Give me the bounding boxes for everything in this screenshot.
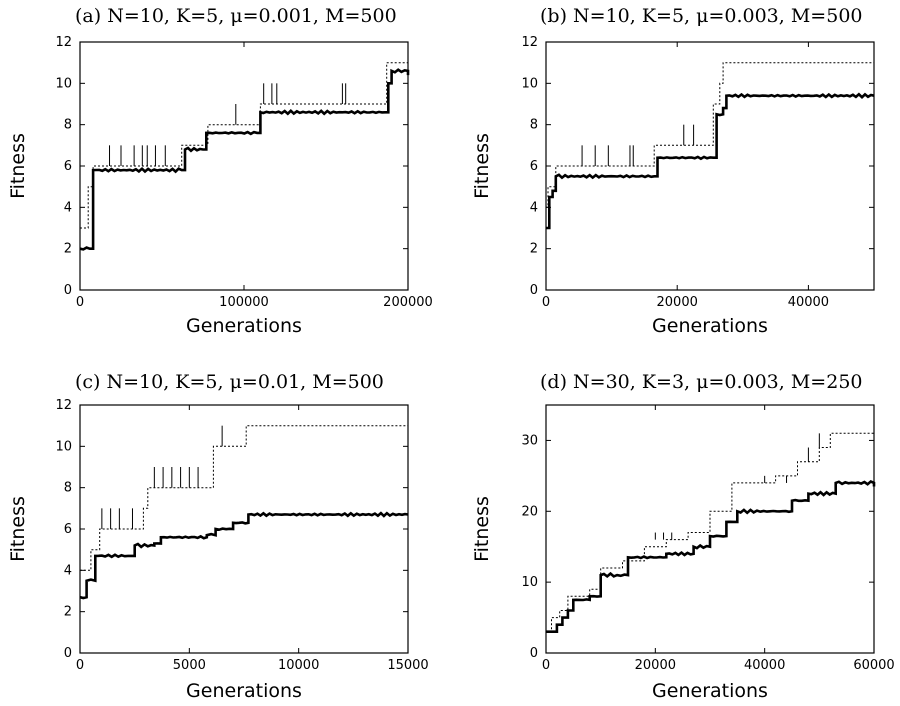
panel-a-mean-fitness-line [79, 68, 410, 251]
panel-d-x-label: Generations [652, 680, 768, 702]
panel-c-x-label: Generations [186, 680, 302, 702]
panel-b-xtick-label: 20000 [657, 295, 698, 310]
panel-a: (a) N=10, K=5, μ=0.001, M=500 024681012 … [7, 5, 433, 337]
panel-a-xtick-label: 200000 [383, 295, 433, 310]
panel-d-x-axis: 0 20000 40000 60000 [542, 405, 895, 673]
panel-d-mean-fitness-line [546, 479, 876, 633]
panel-a-ytick-label: 0 [64, 283, 72, 298]
panel-b-xtick-label: 0 [542, 295, 550, 310]
panel-b: (b) N=10, K=5, μ=0.003, M=500 024681012 … [471, 5, 875, 337]
panel-c-frame [79, 404, 409, 654]
panel-a-frame [79, 41, 409, 291]
panel-c-plot-area [79, 425, 409, 600]
panel-d-xtick-label: 20000 [635, 658, 676, 673]
panel-c-xtick-label: 10000 [278, 658, 319, 673]
panel-d-plot-area [546, 432, 876, 633]
panel-d-xtick-label: 40000 [744, 658, 785, 673]
panel-a-ytick-label: 8 [64, 118, 72, 133]
panel-b-ytick-label: 2 [530, 242, 538, 257]
panel-a-ytick-label: 10 [55, 76, 72, 91]
panel-c-ytick-label: 6 [64, 522, 72, 537]
panel-d-xtick-label: 0 [542, 658, 550, 673]
panel-c-xtick-label: 0 [76, 658, 84, 673]
panel-b-ytick-label: 4 [530, 200, 538, 215]
panel-a-best-fitness-line [80, 62, 408, 229]
panel-c-ytick-label: 4 [64, 563, 72, 578]
panel-b-ytick-label: 8 [530, 118, 538, 133]
panel-a-ytick-label: 4 [64, 200, 72, 215]
panel-c-ytick-label: 12 [55, 398, 72, 413]
panel-d-best-fitness-line [546, 432, 874, 633]
panel-c-xtick-label: 15000 [387, 658, 428, 673]
panel-c-ytick-label: 2 [64, 605, 72, 620]
panel-d: (d) N=30, K=3, μ=0.003, M=250 0 10 20 30 0 2… [471, 371, 895, 702]
panel-b-x-label: Generations [652, 315, 768, 337]
panel-b-best-fitness-line [546, 62, 874, 208]
panel-d-title: (d) N=30, K=3, μ=0.003, M=250 [540, 371, 863, 393]
panel-a-plot-area [79, 62, 410, 251]
panel-d-ytick-label: 20 [521, 504, 538, 519]
panel-b-y-axis: 0 2 4 6 8 10 12 [521, 35, 874, 298]
panel-a-ytick-label: 12 [55, 35, 72, 50]
panel-a-xtick-label: 0 [76, 295, 84, 310]
panel-a-title: (a) N=10, K=5, μ=0.001, M=500 [75, 5, 397, 27]
panel-b-x-axis: 0 20000 40000 [542, 42, 829, 310]
panel-a-y-axis: 0 2 4 6 8 10 12 [55, 35, 408, 298]
panel-b-ytick-label: 0 [530, 283, 538, 298]
panel-b-ytick-label: 10 [521, 76, 538, 91]
panel-b-title: (b) N=10, K=5, μ=0.003, M=500 [540, 5, 863, 27]
panel-c-ytick-label: 8 [64, 481, 72, 496]
panel-b-mean-fitness-line [546, 92, 875, 230]
panel-b-plot-area [546, 62, 875, 230]
panel-d-y-label: Fitness [471, 496, 493, 562]
panel-d-ytick-label: 0 [530, 646, 538, 661]
panel-d-ytick-label: 30 [521, 433, 538, 448]
panel-a-ytick-label: 6 [64, 159, 72, 174]
panel-d-frame [545, 404, 875, 654]
panel-d-ytick-label: 10 [521, 575, 538, 590]
panel-c: (c) N=10, K=5, μ=0.01, M=500 0 2 4 6 8 10 12 0… [7, 371, 429, 702]
panel-c-ytick-label: 10 [55, 439, 72, 454]
panel-d-y-axis: 0 10 20 30 [521, 433, 874, 661]
panel-c-y-label: Fitness [7, 496, 29, 562]
panel-b-y-label: Fitness [471, 133, 493, 199]
panel-a-x-label: Generations [186, 315, 302, 337]
panel-b-xtick-label: 40000 [788, 295, 829, 310]
panel-c-x-axis: 0 5000 10000 15000 [76, 405, 429, 673]
panel-a-x-axis: 0 100000 200000 [76, 42, 433, 310]
panel-c-best-fitness-line [80, 425, 408, 571]
panel-c-y-axis: 0 2 4 6 8 10 12 [55, 398, 408, 661]
panel-b-ytick-label: 6 [530, 159, 538, 174]
panel-a-y-label: Fitness [7, 133, 29, 199]
panel-c-title: (c) N=10, K=5, μ=0.01, M=500 [75, 371, 384, 393]
panel-c-ytick-label: 0 [64, 646, 72, 661]
panel-d-xtick-label: 60000 [853, 658, 894, 673]
panel-c-xtick-label: 5000 [173, 658, 206, 673]
panel-b-ytick-label: 12 [521, 35, 538, 50]
panel-c-mean-fitness-line [79, 511, 409, 600]
panel-a-xtick-label: 100000 [219, 295, 269, 310]
panel-a-ytick-label: 2 [64, 242, 72, 257]
